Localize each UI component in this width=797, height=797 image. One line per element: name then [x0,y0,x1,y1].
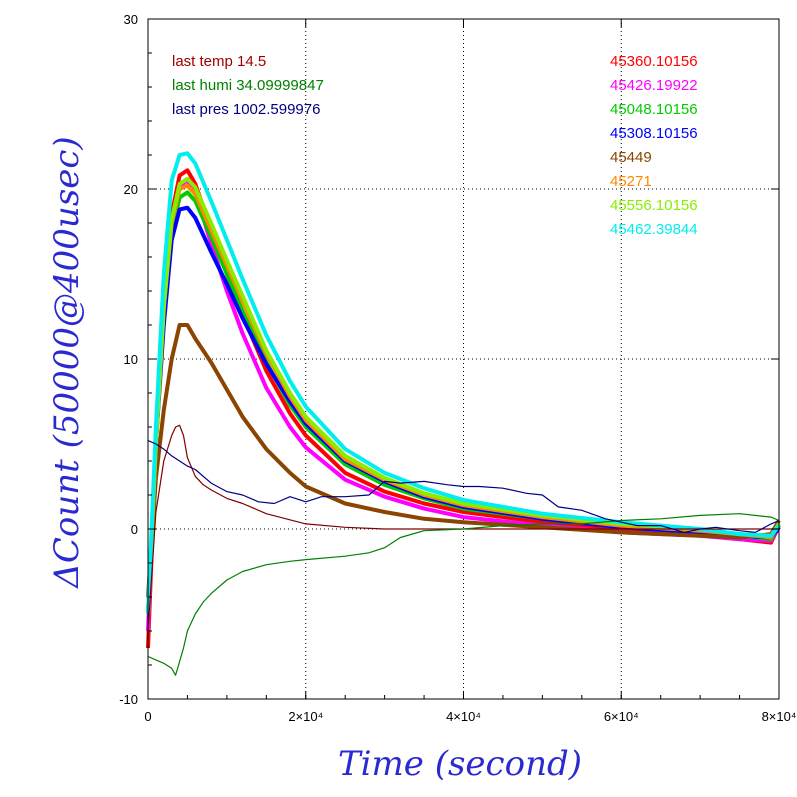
x-axis-title: Time (second) [338,744,582,784]
legend-entry: 45426.19922 [610,77,698,94]
x-tick-label: 6×10⁴ [604,709,639,724]
y-tick-label: 0 [131,522,138,537]
legend: 45360.10156 45426.19922 45048.10156 45308.1… [610,53,698,238]
legend-entry: 45048.10156 [610,101,698,118]
env-annotations: last temp 14.5 last humi 34.09999847 last … [172,53,324,118]
series-lines [146,151,781,676]
y-tick-label: -10 [119,692,138,707]
series-line-10 [147,513,780,676]
tick-labels: 0 2×10⁴ 4×10⁴ 6×10⁴ 8×10⁴ -10 0 10 20 30 [119,12,796,724]
legend-entry: 45308.10156 [610,125,698,142]
env-annotation: last pres 1002.599976 [172,101,320,118]
series-line-7 [146,176,781,615]
x-tick-label: 4×10⁴ [446,709,481,724]
legend-entry: 45360.10156 [610,53,698,70]
series-line-4 [146,205,781,615]
env-annotation: last humi 34.09999847 [172,77,324,94]
series-line-1 [146,168,781,649]
y-axis-title: ΔCount (50000@400usec) [47,136,87,589]
env-annotation: last temp 14.5 [172,53,266,70]
y-tick-label: 20 [124,182,138,197]
series-line-5 [146,323,781,598]
legend-entry: 45449 [610,149,652,166]
x-tick-label: 2×10⁴ [288,709,323,724]
series-line-8 [146,151,781,615]
grid-lines [148,19,779,699]
series-line-9 [147,424,779,632]
x-tick-label: 8×10⁴ [762,709,797,724]
legend-entry: 45462.39844 [610,221,698,238]
x-tick-label: 0 [144,709,151,724]
legend-entry: 45556.10156 [610,197,698,214]
y-tick-label: 30 [124,12,138,27]
series-line-11 [147,440,780,534]
legend-entry: 45271 [610,173,652,190]
y-tick-label: 10 [124,352,138,367]
